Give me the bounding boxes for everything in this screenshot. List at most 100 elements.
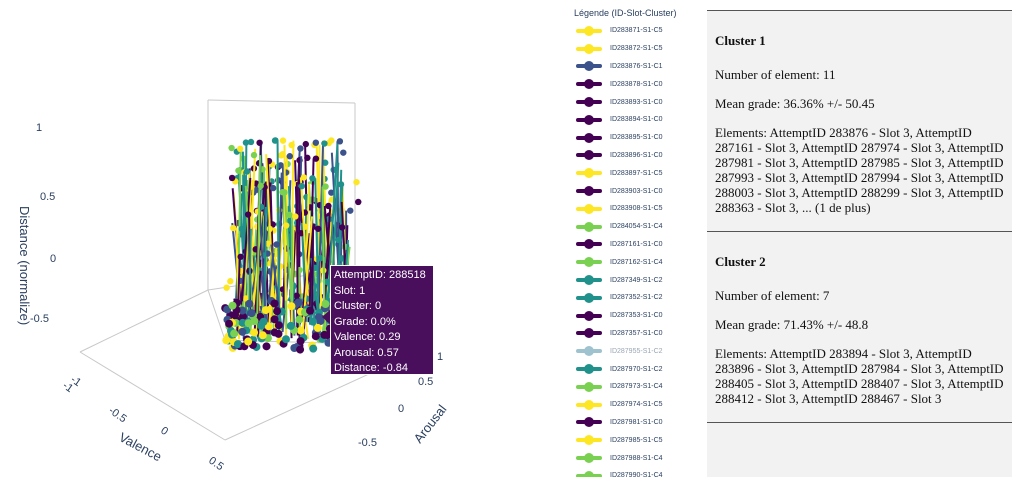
data-point[interactable] [261, 306, 270, 315]
data-point[interactable] [296, 345, 305, 354]
data-point[interactable] [233, 340, 242, 349]
data-point[interactable] [292, 213, 299, 220]
data-point[interactable] [273, 241, 280, 248]
legend-item[interactable]: ID283896-S1-C0 [574, 147, 704, 165]
data-point[interactable] [227, 278, 234, 285]
data-point[interactable] [340, 149, 347, 156]
data-point[interactable] [337, 181, 345, 188]
legend-item[interactable]: ID287973-S1-C4 [574, 378, 704, 396]
legend-item[interactable]: ID283894-S1-C0 [574, 111, 704, 129]
data-point[interactable] [243, 168, 251, 175]
data-point[interactable] [242, 295, 250, 302]
legend-item[interactable]: ID287988-S1-C4 [574, 449, 704, 467]
data-point[interactable] [238, 312, 247, 321]
legend-item[interactable]: ID283871-S1-C5 [574, 22, 704, 40]
data-point[interactable] [237, 253, 244, 260]
data-point[interactable] [250, 328, 259, 337]
data-point[interactable] [270, 299, 279, 308]
data-point[interactable] [298, 182, 306, 190]
data-point[interactable] [256, 139, 263, 146]
data-point[interactable] [321, 140, 328, 147]
data-point[interactable] [312, 155, 320, 162]
data-point[interactable] [272, 137, 279, 144]
data-point[interactable] [287, 302, 296, 311]
data-point[interactable] [323, 331, 332, 340]
legend-item[interactable]: ID287985-S1-C5 [574, 431, 704, 449]
data-point[interactable] [228, 144, 235, 152]
data-point[interactable] [236, 145, 244, 153]
data-point[interactable] [304, 154, 311, 162]
data-point[interactable] [328, 189, 335, 196]
data-point[interactable] [325, 202, 332, 210]
data-point[interactable] [244, 319, 253, 328]
legend-item[interactable]: ID287981-S1-C0 [574, 414, 704, 432]
legend-item[interactable]: ID283895-S1-C0 [574, 129, 704, 147]
data-point[interactable] [300, 174, 308, 181]
data-point[interactable] [262, 342, 271, 351]
data-point[interactable] [353, 178, 360, 186]
data-point[interactable] [273, 307, 282, 316]
data-point[interactable] [297, 145, 304, 152]
data-point[interactable] [274, 321, 283, 330]
legend-item[interactable]: ID284054-S1-C4 [574, 218, 704, 236]
data-point[interactable] [302, 140, 309, 148]
plot-canvas[interactable]: 1 0.5 0 -0.5 -1 -0.5 0 0.5 1 0.5 0 -0.5 … [0, 0, 565, 477]
data-point[interactable] [231, 310, 239, 319]
legend-item[interactable]: ID287970-S1-C2 [574, 360, 704, 378]
data-point[interactable] [293, 292, 300, 299]
data-point[interactable] [277, 162, 284, 169]
legend-item[interactable]: ID287353-S1-C0 [574, 307, 704, 325]
data-point[interactable] [296, 326, 305, 335]
data-point[interactable] [313, 323, 322, 332]
legend-item[interactable]: ID287990-S1-C4 [574, 467, 704, 477]
data-point[interactable] [322, 183, 329, 190]
data-point[interactable] [295, 315, 304, 324]
legend-item[interactable]: ID283893-S1-C0 [574, 93, 704, 111]
data-point[interactable] [296, 337, 305, 346]
data-point[interactable] [230, 329, 239, 338]
legend-item[interactable]: ID283903-S1-C0 [574, 182, 704, 200]
data-point[interactable] [244, 337, 253, 346]
data-point[interactable] [288, 141, 295, 149]
data-point[interactable] [347, 207, 354, 214]
data-point[interactable] [311, 332, 320, 341]
data-point[interactable] [270, 328, 279, 337]
data-point[interactable] [223, 284, 230, 291]
legend-item[interactable]: ID287349-S1-C2 [574, 271, 704, 289]
legend-item[interactable]: ID283908-S1-C5 [574, 200, 704, 218]
data-point[interactable] [252, 246, 259, 253]
data-point[interactable] [286, 321, 295, 330]
data-point[interactable] [270, 184, 277, 192]
data-point[interactable] [355, 198, 362, 206]
data-point[interactable] [286, 153, 293, 160]
data-point[interactable] [270, 315, 279, 324]
data-point[interactable] [335, 236, 342, 244]
data-point[interactable] [281, 189, 288, 196]
data-point[interactable] [228, 301, 237, 310]
data-point[interactable] [309, 175, 316, 182]
data-point[interactable] [308, 317, 317, 326]
data-point[interactable] [230, 224, 237, 232]
data-point[interactable] [235, 167, 242, 174]
data-point[interactable] [247, 138, 255, 146]
legend-item[interactable]: ID283876-S1-C1 [574, 58, 704, 76]
legend-item[interactable]: ID283872-S1-C5 [574, 40, 704, 58]
data-point[interactable] [238, 327, 247, 336]
data-point[interactable] [282, 222, 290, 229]
data-point[interactable] [317, 254, 324, 262]
legend-item[interactable]: ID283878-S1-C0 [574, 75, 704, 93]
data-point[interactable] [309, 344, 318, 353]
legend-item[interactable]: ID283897-S1-C5 [574, 164, 704, 182]
data-point[interactable] [258, 331, 267, 340]
data-point[interactable] [238, 225, 246, 233]
data-point[interactable] [250, 151, 258, 159]
data-point[interactable] [321, 300, 330, 309]
data-point[interactable] [336, 138, 344, 145]
data-point[interactable] [247, 309, 256, 318]
data-point[interactable] [312, 139, 320, 146]
data-point[interactable] [245, 299, 254, 308]
data-point[interactable] [225, 319, 234, 328]
data-point[interactable] [238, 318, 247, 327]
legend-item[interactable]: ID287352-S1-C2 [574, 289, 704, 307]
legend-item[interactable]: ID287955-S1-C2 [574, 342, 704, 360]
